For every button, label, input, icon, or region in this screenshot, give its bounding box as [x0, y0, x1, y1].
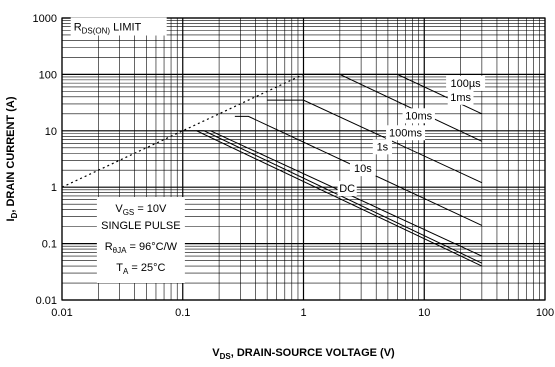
y-tick-label: 0.01: [36, 295, 57, 307]
curve-label-10s: 10s: [354, 163, 372, 175]
x-tick-label: 0.1: [175, 307, 190, 319]
curve-label-bg-10s: [349, 161, 376, 177]
x-tick-label: 1: [300, 307, 306, 319]
condition-ta-sub: A: [123, 267, 129, 276]
series-line-10ms: [267, 99, 483, 184]
condition-ta: TA = 25°C: [116, 262, 165, 276]
curve-label-10ms: 10ms: [405, 110, 432, 122]
curve-label-bg-dc: [337, 181, 357, 197]
condition-ta-rest: = 25°C: [128, 262, 165, 274]
y-axis-title-main: I: [5, 218, 17, 221]
rdson-limit-label-sub: DS(ON): [82, 27, 111, 36]
y-axis-title-rest: , DRAIN CURRENT (A): [5, 96, 17, 212]
condition-vgs-sub: GS: [123, 208, 135, 217]
rdson-limit-label: RDS(ON) LIMIT: [74, 22, 142, 36]
curve-label-bg-100-s: [446, 75, 486, 91]
curve-label-bg-1ms: [447, 89, 474, 105]
y-axis-title-sub: D: [10, 212, 19, 218]
x-axis-title-main: V: [212, 347, 220, 359]
series-line-10s: [196, 130, 483, 264]
curve-label-dc: DC: [339, 183, 355, 195]
curve-label-bg-100ms: [386, 125, 426, 141]
title-layer: VDS, DRAIN-SOURCE VOLTAGE (V)ID, DRAIN C…: [5, 96, 395, 361]
condition-rtheta-rest: = 96°C/W: [126, 241, 177, 253]
x-tick-label: 0.01: [51, 307, 72, 319]
x-axis-title-sub: DS: [220, 352, 232, 361]
rdson-limit-label-main: R: [74, 22, 82, 34]
curve-label-1ms: 1ms: [450, 92, 471, 104]
condition-vgs: VGS = 10V: [115, 203, 167, 217]
plot-frame: [61, 17, 546, 301]
x-axis-title-rest: , DRAIN-SOURCE VOLTAGE (V): [231, 347, 395, 359]
y-tick-label: 10: [45, 126, 57, 138]
rdson-limit-label-rest: LIMIT: [110, 22, 141, 34]
y-tick-label: 0.1: [42, 239, 57, 251]
series-line-100ms: [234, 115, 483, 226]
rdson-limit-label-bg: [70, 17, 167, 36]
condition-rtheta: RθJA = 96°C/W: [105, 241, 178, 255]
series-line-dc: [182, 130, 483, 267]
x-axis-title: VDS, DRAIN-SOURCE VOLTAGE (V): [212, 347, 395, 361]
curve-label-100ms: 100ms: [389, 127, 423, 139]
x-tick-label: 10: [418, 307, 430, 319]
curve-label-bg-1s: [372, 139, 392, 155]
y-tick-label: 1: [51, 182, 57, 194]
curve-label-100-s: 100µs: [450, 78, 481, 90]
condition-pulse: SINGLE PULSE: [101, 220, 180, 232]
condition-rtheta-main: R: [105, 241, 113, 253]
curve-label-bg-10ms: [402, 108, 435, 124]
condition-pulse-main: SINGLE PULSE: [101, 220, 180, 232]
condition-vgs-main: V: [115, 203, 123, 215]
grid: [61, 17, 546, 301]
conditions-box-bg: [96, 197, 185, 283]
y-tick-label: 1000: [33, 13, 57, 25]
y-tick-label: 100: [39, 69, 57, 81]
condition-ta-main: T: [116, 262, 123, 274]
curve-label-1s: 1s: [377, 141, 389, 153]
condition-vgs-rest: = 10V: [134, 203, 167, 215]
y-axis-title: ID, DRAIN CURRENT (A): [5, 96, 19, 221]
tick-layer: 0.01 0.1 1 10 100 1000 100 10 1 0.1 0.01: [33, 13, 555, 319]
condition-rtheta-sub: θJA: [113, 246, 127, 255]
x-tick-label: 100: [536, 307, 554, 319]
label-layer: RDS(ON) LIMIT100µs1ms10ms100ms1s10sDCVGS…: [70, 17, 486, 283]
